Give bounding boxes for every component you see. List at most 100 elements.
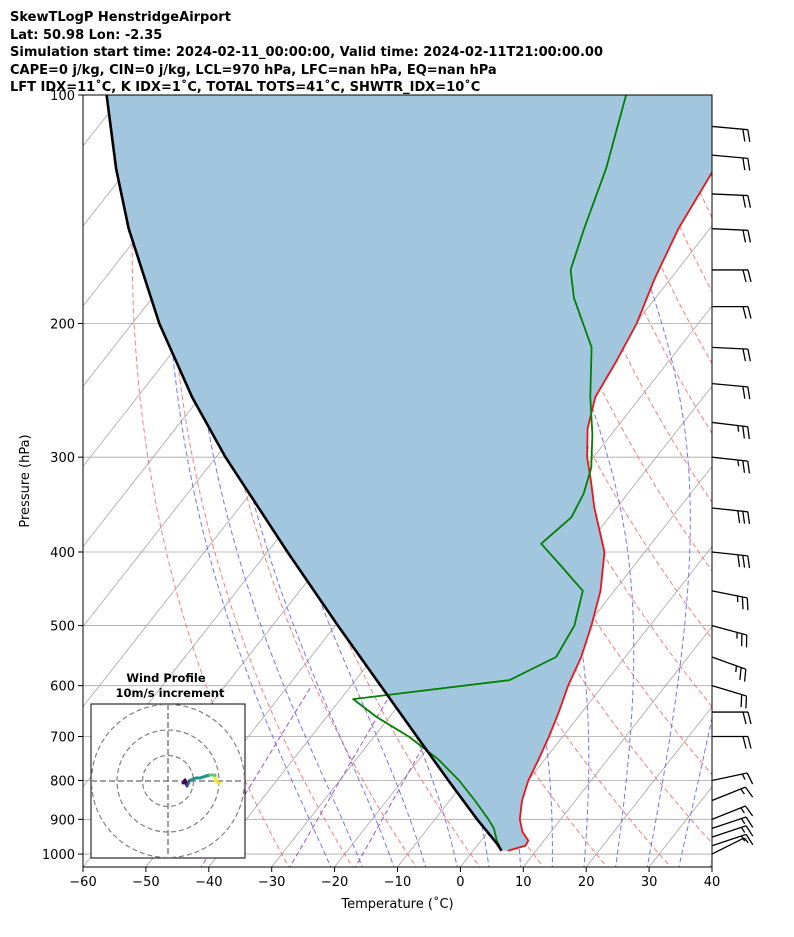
wind-barb — [711, 624, 748, 648]
wind-barbs — [711, 125, 754, 855]
wind-barb — [711, 837, 749, 855]
dry-adiabat-line — [168, 95, 354, 867]
dry-adiabat-line — [751, 78, 794, 870]
x-tick-label: 30 — [641, 875, 658, 890]
wind-barb — [711, 772, 754, 785]
isotherm-line — [522, 625, 712, 867]
barb-flag — [746, 597, 749, 611]
barb-shaft — [711, 656, 747, 670]
barb-flag — [744, 786, 754, 798]
barb-half-flag — [735, 665, 738, 673]
moist-adiabat-line — [678, 95, 712, 867]
barb-shaft — [711, 228, 748, 231]
x-axis-label: Temperature (˚C) — [340, 896, 453, 912]
barb-flag — [747, 129, 751, 143]
wind-barb — [711, 656, 747, 682]
x-tick-label: −50 — [132, 875, 159, 890]
barb-shaft — [711, 837, 745, 855]
barb-flag — [741, 596, 744, 610]
x-tick-label: 20 — [578, 875, 595, 890]
x-tick-label: −30 — [258, 875, 285, 890]
hodograph-inset: Wind Profile 10m/s increment — [90, 671, 246, 859]
barb-flag — [742, 711, 747, 725]
dry-adiabat-line — [719, 78, 794, 870]
wind-barb — [711, 551, 751, 569]
wind-barb — [711, 193, 752, 208]
barb-shaft — [711, 833, 747, 847]
barb-flag — [747, 158, 751, 171]
barb-flag — [742, 736, 747, 749]
barb-flag — [742, 269, 747, 283]
barb-flag — [747, 386, 751, 400]
barb-flag — [737, 510, 741, 524]
barb-flag — [742, 306, 747, 319]
time-line: Simulation start time: 2024-02-11_00:00:… — [10, 45, 603, 61]
barb-flag — [742, 511, 746, 524]
barb-flag — [742, 460, 746, 473]
cin-area — [106, 95, 712, 851]
axes: −60 −50 −40 −30 −20 −10 0 10 20 30 40 100 200 300 400… — [18, 89, 720, 912]
wind-barb — [711, 805, 754, 820]
dry-adiabat-line — [692, 95, 712, 143]
wind-barb — [711, 382, 751, 400]
barb-flag — [742, 129, 746, 142]
cape-cin-shading — [106, 95, 712, 851]
barb-shaft — [711, 382, 748, 388]
barb-half-flag — [740, 827, 746, 833]
barb-flag — [745, 833, 754, 846]
wind-barb — [711, 346, 751, 362]
moist-adiabat-line — [709, 858, 712, 867]
barb-shaft — [711, 624, 747, 636]
x-tick-label: −20 — [321, 875, 348, 890]
barb-shaft — [711, 685, 747, 697]
dry-adiabat-line — [131, 95, 290, 867]
isotherm-line — [83, 95, 187, 227]
barb-shaft — [711, 125, 748, 131]
barb-flag — [747, 195, 752, 208]
barb-shaft — [711, 825, 747, 838]
barb-flag — [745, 816, 754, 828]
y-tick-label: 1000 — [42, 848, 75, 863]
barb-flag — [742, 229, 747, 243]
x-tick-label: 40 — [704, 875, 721, 890]
barb-flag — [747, 306, 752, 319]
y-tick-label: 500 — [50, 620, 75, 635]
isotherm-line — [711, 866, 712, 867]
x-tick-label: 0 — [456, 875, 464, 890]
y-tick-label: 100 — [50, 89, 75, 104]
barb-flag — [747, 426, 750, 440]
y-tick-label: 400 — [50, 546, 75, 561]
barb-shaft — [711, 772, 748, 782]
barb-half-flag — [740, 807, 745, 814]
barb-half-flag — [740, 818, 746, 825]
barb-flag — [742, 157, 746, 171]
barb-flag — [746, 772, 754, 785]
barb-flag — [745, 695, 748, 709]
wind-barb — [711, 590, 749, 611]
barb-shaft — [711, 193, 748, 197]
barb-flag — [747, 269, 752, 283]
barb-flag — [747, 230, 752, 243]
dry-adiabat-line — [562, 95, 712, 435]
barb-flag — [743, 669, 747, 682]
barb-half-flag — [741, 773, 746, 780]
barb-flag — [742, 348, 746, 362]
x-axis: −60 −50 −40 −30 −20 −10 0 10 20 30 40 — [69, 867, 720, 890]
x-tick-label: 10 — [515, 875, 532, 890]
wind-barb — [711, 421, 750, 440]
barb-half-flag — [737, 425, 740, 432]
barb-flag — [739, 667, 742, 680]
barb-flag — [742, 386, 746, 399]
barb-shaft — [711, 507, 748, 513]
barb-shaft — [711, 421, 748, 428]
index-line: LFT IDX=11˚C, K IDX=1˚C, TOTAL TOTS=41˚C… — [10, 80, 481, 96]
wind-barb — [712, 269, 752, 283]
barb-flag — [737, 554, 741, 568]
barb-flag — [747, 461, 751, 474]
moist-adiabat-line — [588, 95, 691, 867]
cape-line: CAPE=0 j/kg, CIN=0 j/kg, LCL=970 hPa, LF… — [10, 62, 497, 78]
wind-barb — [711, 228, 752, 243]
barb-shaft — [711, 456, 748, 462]
y-tick-label: 800 — [50, 775, 75, 790]
